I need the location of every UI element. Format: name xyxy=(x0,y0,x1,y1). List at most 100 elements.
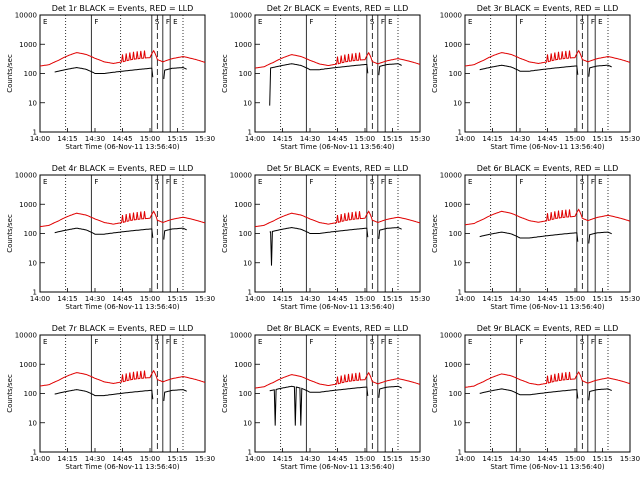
panel-4-ylabel: Counts/sec xyxy=(6,214,14,253)
panel-3-frame xyxy=(464,14,631,133)
panel-2-marker-label: E xyxy=(258,18,262,26)
panel-9-xtick-label: 14:15 xyxy=(482,455,502,463)
panel-1-ylabel: Counts/sec xyxy=(6,54,14,93)
panel-4-xlabel: Start Time (06-Nov-11 13:56:40) xyxy=(65,303,179,311)
panel-2-xtick-label: 15:30 xyxy=(410,135,430,143)
panel-8-xtick-label: 14:45 xyxy=(327,455,347,463)
panel-8-xtick-label: 14:15 xyxy=(272,455,292,463)
panel-9-xlabel: Start Time (06-Nov-11 13:56:40) xyxy=(490,463,604,471)
panel-5-xtick-label: 15:30 xyxy=(410,295,430,303)
panel-3-ytick-label: 100 xyxy=(449,70,462,78)
panel-2-ytick-label: 10000 xyxy=(230,12,252,20)
panel-1-marker-label: F xyxy=(166,18,170,26)
panel-8-ylabel: Counts/sec xyxy=(221,374,229,413)
panel-3-title: Det 3r BLACK = Events, RED = LLD xyxy=(477,4,619,13)
panel-9-xtick-label: 15:30 xyxy=(620,455,640,463)
panel-7-ytick-label: 10 xyxy=(28,419,37,427)
panel-1-ytick-label: 10 xyxy=(28,99,37,107)
panel-2-series-events xyxy=(269,63,402,106)
panel-1-xtick-label: 15:00 xyxy=(140,135,160,143)
panel-4-marker-label: S xyxy=(155,178,160,186)
panel-6-series-lld xyxy=(464,208,631,226)
panel-4-marker-label: E xyxy=(173,178,177,186)
panel-6-xtick-label: 15:00 xyxy=(565,295,585,303)
panel-8-ytick-label: 100 xyxy=(239,390,252,398)
panel-6-title: Det 6r BLACK = Events, RED = LLD xyxy=(477,164,619,173)
panel-5-xtick-label: 14:45 xyxy=(327,295,347,303)
panel-3-xtick-label: 15:30 xyxy=(620,135,640,143)
panel-7-marker-label: E xyxy=(43,338,47,346)
panel-6-series-events xyxy=(479,231,612,244)
panel-3-xtick-label: 14:30 xyxy=(510,135,530,143)
panel-7-xtick-label: 15:00 xyxy=(140,455,160,463)
panel-2-xlabel: Start Time (06-Nov-11 13:56:40) xyxy=(280,143,394,151)
panel-3-xtick-label: 14:00 xyxy=(455,135,475,143)
panel-4-xtick-label: 14:00 xyxy=(30,295,50,303)
panel-9-marker-label: F xyxy=(591,338,595,346)
panel-8-frame xyxy=(254,334,421,453)
panel-5-xtick-label: 14:15 xyxy=(272,295,292,303)
panel-2-ytick-label: 100 xyxy=(239,70,252,78)
panel-1-xtick-label: 14:45 xyxy=(112,135,132,143)
panel-5-marker-label: F xyxy=(381,178,385,186)
panel-2-ytick-label: 10 xyxy=(243,99,252,107)
panel-2-xtick-label: 15:00 xyxy=(355,135,375,143)
panel-6-ytick-label: 10 xyxy=(453,259,462,267)
panel-9-series-events xyxy=(479,388,612,401)
panel-4-xtick-label: 15:30 xyxy=(195,295,215,303)
panel-7-xtick-label: 14:00 xyxy=(30,455,50,463)
panel-5-ytick-label: 100 xyxy=(239,230,252,238)
panel-5-xtick-label: 15:15 xyxy=(382,295,402,303)
panel-4-ytick-label: 10000 xyxy=(15,172,37,180)
panel-7-series-lld xyxy=(39,369,206,387)
panel-6-ytick-label: 1 xyxy=(458,289,462,297)
panel-6-ytick-label: 10000 xyxy=(440,172,462,180)
panel-2-marker-label: E xyxy=(388,18,392,26)
panel-3-marker-label: E xyxy=(468,18,472,26)
panel-4-xtick-label: 14:45 xyxy=(112,295,132,303)
panel-8-marker-label: E xyxy=(258,338,262,346)
panel-5-ytick-label: 10 xyxy=(243,259,252,267)
panel-6-marker-label: S xyxy=(580,178,585,186)
panel-2-marker-label: F xyxy=(309,18,313,26)
panel-5-xtick-label: 14:00 xyxy=(245,295,265,303)
panel-5-ytick-label: 1 xyxy=(248,289,252,297)
panel-9-marker-label: S xyxy=(580,338,585,346)
panel-5-marker-label: E xyxy=(258,178,262,186)
panel-5-ytick-label: 1000 xyxy=(234,201,252,209)
panel-1-xtick-label: 14:15 xyxy=(57,135,77,143)
panel-6-xtick-label: 14:15 xyxy=(482,295,502,303)
panel-9-marker-label: E xyxy=(468,338,472,346)
panel-8-marker-label: F xyxy=(381,338,385,346)
panel-8-title: Det 8r BLACK = Events, RED = LLD xyxy=(267,324,409,333)
panel-2-ytick-label: 1000 xyxy=(234,41,252,49)
panel-2-marker-label: F xyxy=(381,18,385,26)
panel-1-xtick-label: 15:30 xyxy=(195,135,215,143)
panel-6-xtick-label: 14:30 xyxy=(510,295,530,303)
panel-4-marker-label: E xyxy=(43,178,47,186)
panel-5-marker-label: S xyxy=(370,178,375,186)
panel-1-ytick-label: 1 xyxy=(33,129,37,137)
panel-3-marker-label: F xyxy=(519,18,523,26)
panel-7-ylabel: Counts/sec xyxy=(6,374,14,413)
panel-5-marker-label: E xyxy=(388,178,392,186)
panel-3-xtick-label: 14:45 xyxy=(537,135,557,143)
panel-9-ytick-label: 1000 xyxy=(444,361,462,369)
panel-3-series-lld xyxy=(464,49,631,67)
panel-5-xtick-label: 14:30 xyxy=(300,295,320,303)
panel-5-title: Det 5r BLACK = Events, RED = LLD xyxy=(267,164,409,173)
panel-1-xtick-label: 14:30 xyxy=(85,135,105,143)
panel-9-ytick-label: 10000 xyxy=(440,332,462,340)
panel-1-xtick-label: 15:15 xyxy=(167,135,187,143)
panel-4-xtick-label: 14:30 xyxy=(85,295,105,303)
panel-9-xtick-label: 15:00 xyxy=(565,455,585,463)
panel-8-ytick-label: 1 xyxy=(248,449,252,457)
panel-3-series-events xyxy=(479,64,612,77)
panel-8-series-lld xyxy=(254,371,421,389)
panel-7-xtick-label: 14:45 xyxy=(112,455,132,463)
panel-5-xtick-label: 15:00 xyxy=(355,295,375,303)
panel-8-marker-label: E xyxy=(388,338,392,346)
panel-5-ytick-label: 10000 xyxy=(230,172,252,180)
panel-4-xtick-label: 15:00 xyxy=(140,295,160,303)
